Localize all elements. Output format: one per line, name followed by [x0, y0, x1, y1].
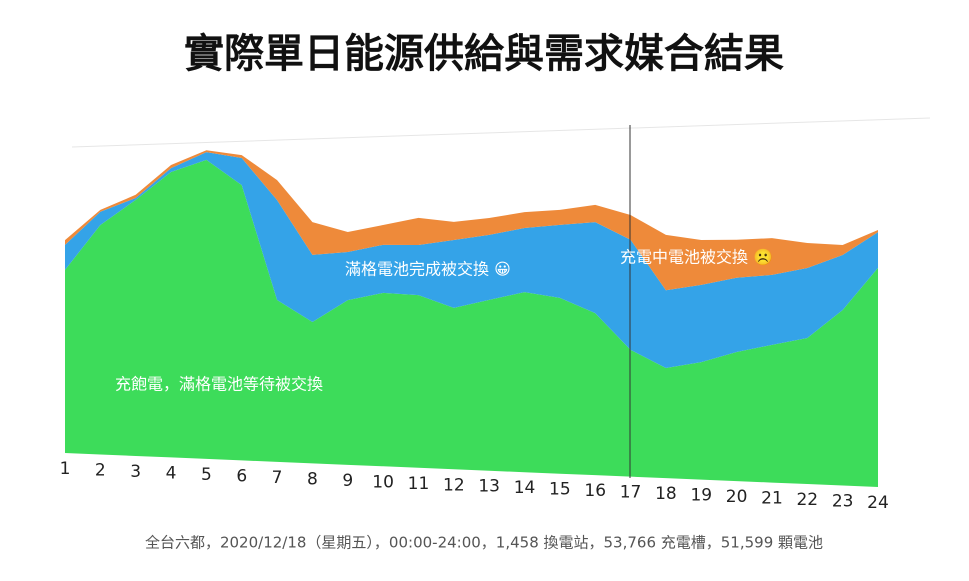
x-tick-label: 8 [307, 469, 318, 489]
area [65, 159, 878, 488]
x-tick-label: 13 [478, 477, 500, 497]
backdrop-line [71, 117, 931, 148]
x-tick-label: 21 [761, 489, 783, 509]
x-tick-label: 14 [514, 478, 536, 498]
series-label: 充飽電，滿格電池等待被交換 [115, 375, 323, 394]
x-tick-label: 3 [130, 462, 141, 482]
series-label: 滿格電池完成被交換 😀 [345, 260, 511, 279]
x-tick-label: 15 [549, 480, 571, 500]
x-tick-label: 9 [342, 471, 353, 491]
x-tick-label: 12 [443, 475, 465, 495]
x-tick-label: 4 [166, 463, 177, 483]
x-tick-label: 5 [201, 465, 212, 485]
x-tick-label: 7 [272, 468, 283, 488]
x-tick-label: 2 [95, 460, 106, 480]
x-tick-label: 11 [408, 474, 430, 494]
x-tick-label: 19 [690, 486, 712, 506]
x-tick-label: 10 [372, 472, 394, 492]
x-tick-label: 23 [832, 492, 854, 512]
x-tick-label: 6 [236, 466, 247, 486]
x-tick-label: 18 [655, 484, 677, 504]
area [65, 152, 878, 368]
x-tick-label: 1 [60, 459, 71, 479]
x-tick-label: 24 [867, 493, 889, 513]
x-tick-label: 16 [584, 481, 606, 501]
chart-title: 實際單日能源供給與需求媒合結果 [184, 31, 784, 77]
x-tick-label: 17 [620, 483, 642, 503]
x-tick-label: 22 [796, 490, 818, 510]
plot [65, 150, 878, 488]
area [65, 150, 878, 291]
caption: 全台六都，2020/12/18（星期五），00:00-24:00，1,458 換… [145, 534, 823, 552]
x-tick-label: 20 [726, 487, 748, 507]
series-label: 充電中電池被交換 ☹️ [620, 248, 773, 267]
